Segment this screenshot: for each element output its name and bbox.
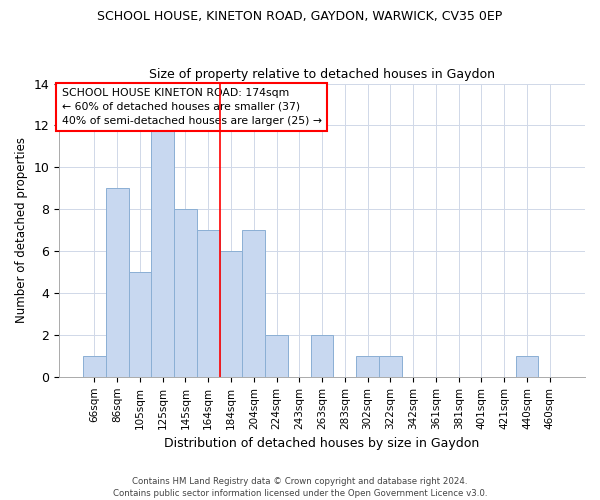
Bar [174, 209, 197, 377]
Bar [515, 356, 538, 377]
Bar [311, 335, 334, 377]
Bar [128, 272, 151, 377]
Bar [242, 230, 265, 377]
Text: SCHOOL HOUSE, KINETON ROAD, GAYDON, WARWICK, CV35 0EP: SCHOOL HOUSE, KINETON ROAD, GAYDON, WARW… [97, 10, 503, 23]
Bar [265, 335, 288, 377]
Text: SCHOOL HOUSE KINETON ROAD: 174sqm
← 60% of detached houses are smaller (37)
40% : SCHOOL HOUSE KINETON ROAD: 174sqm ← 60% … [62, 88, 322, 126]
Y-axis label: Number of detached properties: Number of detached properties [15, 137, 28, 323]
Text: Contains HM Land Registry data © Crown copyright and database right 2024.
Contai: Contains HM Land Registry data © Crown c… [113, 476, 487, 498]
Title: Size of property relative to detached houses in Gaydon: Size of property relative to detached ho… [149, 68, 495, 81]
Bar [151, 126, 174, 377]
Bar [220, 251, 242, 377]
Bar [379, 356, 402, 377]
Bar [106, 188, 128, 377]
X-axis label: Distribution of detached houses by size in Gaydon: Distribution of detached houses by size … [164, 437, 480, 450]
Bar [356, 356, 379, 377]
Bar [197, 230, 220, 377]
Bar [83, 356, 106, 377]
